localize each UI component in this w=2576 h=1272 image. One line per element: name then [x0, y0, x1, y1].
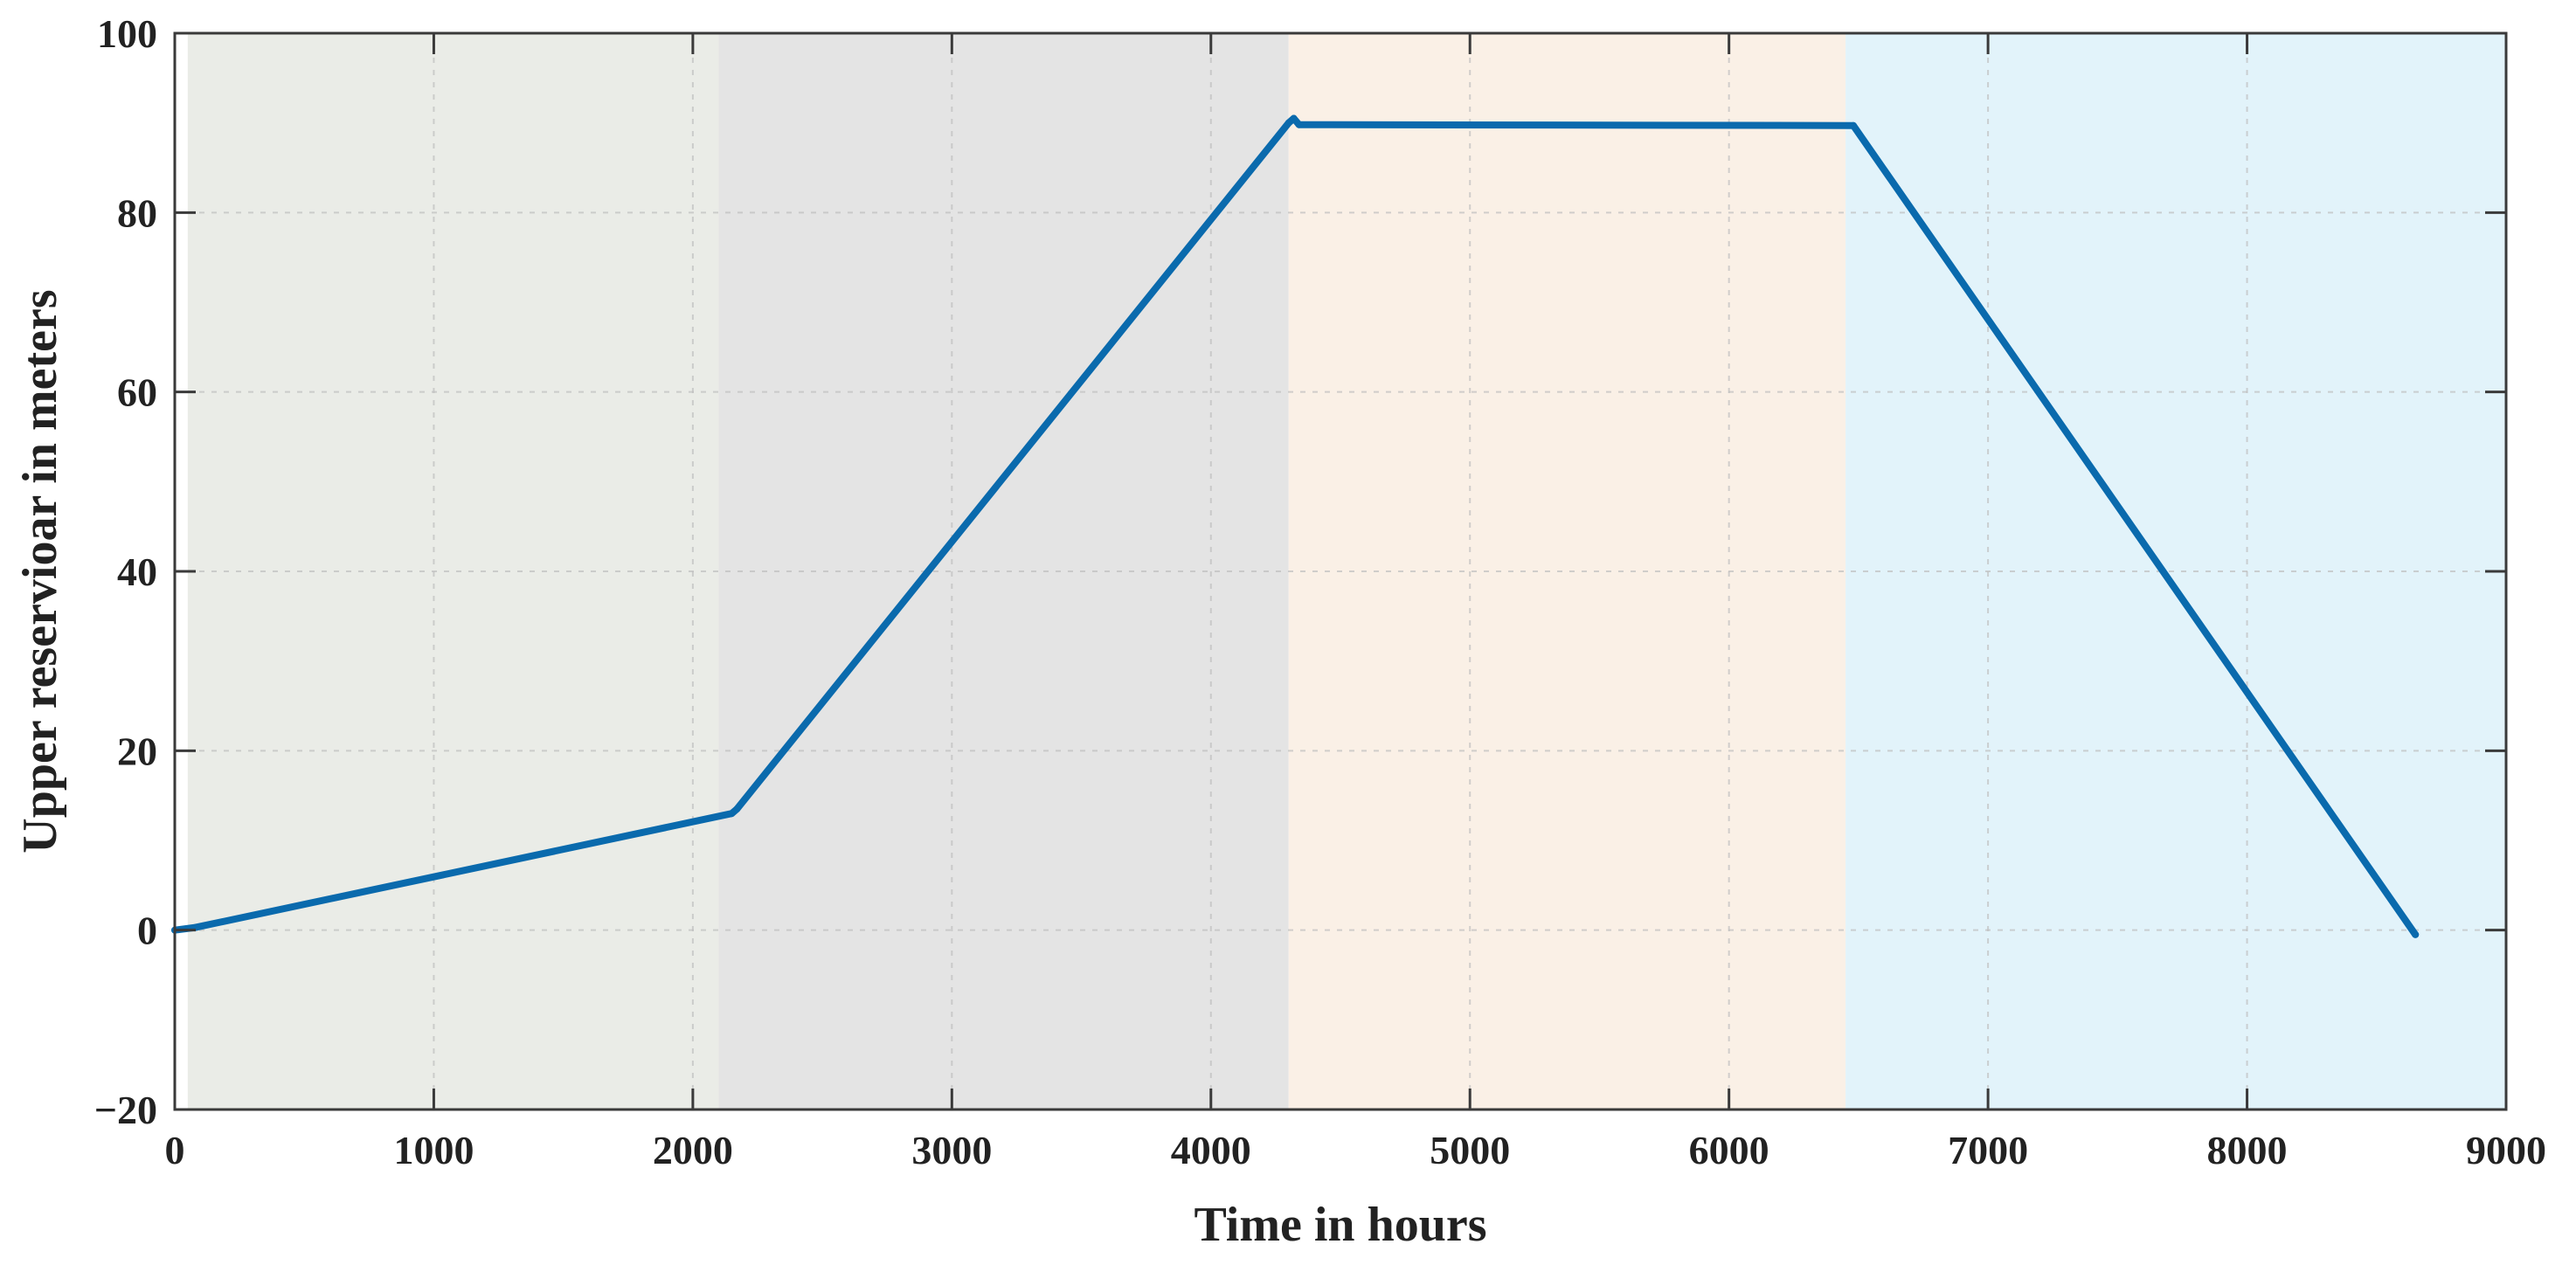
data-point [1285, 119, 1292, 127]
y-tick-label: 100 [97, 11, 157, 56]
y-tick-labels: −20 0 20 40 60 80 100 [94, 11, 157, 1132]
x-tick-label: 7000 [1948, 1128, 2028, 1172]
y-tick-label: 0 [137, 909, 157, 953]
axis-ticks [173, 31, 2508, 1111]
x-tick-label: 1000 [393, 1128, 474, 1172]
data-point [1290, 114, 1298, 122]
grid-lines [175, 33, 2506, 1110]
data-point [728, 810, 736, 818]
data-point [733, 805, 741, 813]
y-axis-label: Upper reservioar in meters [13, 289, 67, 853]
x-tick-label: 5000 [1430, 1128, 1510, 1172]
x-tick-label: 2000 [653, 1128, 733, 1172]
x-tick-labels: 0 1000 2000 3000 4000 5000 6000 7000 8000 9000 [165, 1128, 2547, 1172]
x-tick-label: 6000 [1689, 1128, 1769, 1172]
x-tick-label: 0 [165, 1128, 185, 1172]
x-tick-label: 3000 [911, 1128, 992, 1172]
x-tick-label: 4000 [1171, 1128, 1251, 1172]
x-tick-label: 9000 [2466, 1128, 2546, 1172]
data-point [1849, 121, 1857, 129]
data-point [1295, 121, 1303, 128]
y-tick-label: 40 [117, 550, 157, 594]
y-tick-label: −20 [94, 1088, 157, 1132]
x-axis-label: Time in hours [1194, 1198, 1486, 1252]
data-point [2412, 930, 2420, 938]
x-tick-label: 8000 [2207, 1128, 2288, 1172]
y-tick-label: 60 [117, 370, 157, 415]
y-tick-label: 20 [117, 729, 157, 773]
shaded-region-3 [1288, 33, 1846, 1110]
shaded-region-1 [187, 33, 719, 1110]
shaded-region-4 [1845, 33, 2506, 1110]
y-tick-label: 80 [117, 190, 157, 235]
